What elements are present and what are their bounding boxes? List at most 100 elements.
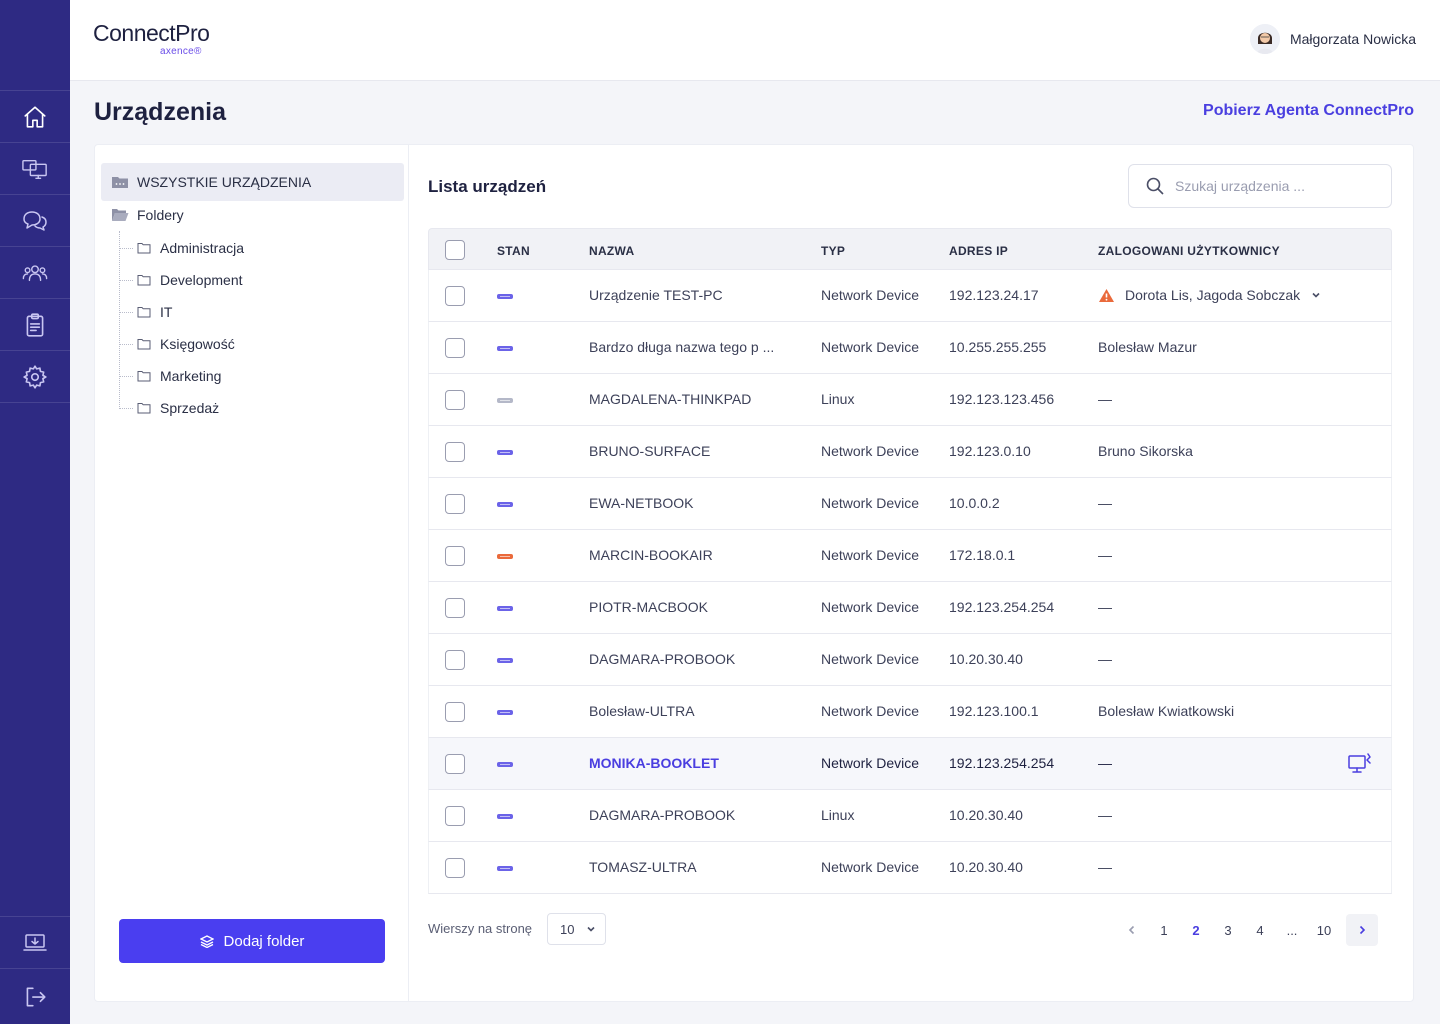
table-row[interactable]: MONIKA-BOOKLET Network Device 192.123.254.… xyxy=(428,738,1392,790)
rows-per-page-select[interactable]: 10 xyxy=(547,913,606,945)
nav-logout[interactable] xyxy=(0,971,70,1023)
device-name[interactable]: Bolesław-ULTRA xyxy=(589,703,695,719)
device-name[interactable]: MONIKA-BOOKLET xyxy=(589,755,719,771)
table-row[interactable]: Bolesław-ULTRA Network Device 192.123.100.… xyxy=(428,686,1392,738)
device-name[interactable]: MAGDALENA-THINKPAD xyxy=(589,391,752,407)
row-checkbox[interactable] xyxy=(445,286,465,306)
nav-download[interactable] xyxy=(0,917,70,969)
device-name[interactable]: MARCIN-BOOKAIR xyxy=(589,547,713,563)
nav-users[interactable] xyxy=(0,247,70,299)
page-ellipsis: ... xyxy=(1286,922,1298,938)
table-row[interactable]: MARCIN-BOOKAIR Network Device 172.18.0.1 — xyxy=(428,530,1392,582)
device-name[interactable]: EWA-NETBOOK xyxy=(589,495,694,511)
device-name[interactable]: PIOTR-MACBOOK xyxy=(589,599,709,615)
add-folder-icon xyxy=(199,935,214,948)
users-text: — xyxy=(1098,651,1112,667)
sidebar xyxy=(0,0,70,1024)
folder-root[interactable]: Foldery xyxy=(111,207,184,223)
download-agent-link[interactable]: Pobierz Agenta ConnectPro xyxy=(1203,102,1414,119)
folder-administracja[interactable]: Administracja xyxy=(119,238,244,258)
users-text: — xyxy=(1098,391,1112,407)
remote-connect-icon[interactable] xyxy=(1347,751,1373,777)
prev-page-button[interactable] xyxy=(1116,914,1148,946)
user-name: Małgorzata Nowicka xyxy=(1289,31,1416,47)
folder-sprzedaz[interactable]: Sprzedaż xyxy=(119,398,219,418)
column-users[interactable]: ZALOGOWANI UŻYTKOWNICY xyxy=(1098,244,1280,258)
row-checkbox[interactable] xyxy=(445,546,465,566)
folder-label: IT xyxy=(160,304,173,320)
download-laptop-icon xyxy=(23,933,47,951)
device-type: Network Device xyxy=(821,703,920,719)
table-row[interactable]: BRUNO-SURFACE Network Device 192.123.0.10 B… xyxy=(428,426,1392,478)
row-checkbox[interactable] xyxy=(445,858,465,878)
column-ip[interactable]: ADRES IP xyxy=(949,244,1009,258)
status-indicator xyxy=(497,554,513,559)
column-status[interactable]: STAN xyxy=(497,244,530,258)
column-name[interactable]: NAZWA xyxy=(589,244,635,258)
chat-icon xyxy=(23,210,47,231)
status-indicator xyxy=(497,502,513,507)
table-row[interactable]: PIOTR-MACBOOK Network Device 192.123.254.2… xyxy=(428,582,1392,634)
device-name[interactable]: Bardzo długa nazwa tego p ... xyxy=(589,339,775,355)
folder-all-devices[interactable]: WSZYSTKIE URZĄDZENIA xyxy=(101,163,404,201)
folder-label: Administracja xyxy=(160,240,245,256)
device-users: — xyxy=(1098,859,1112,875)
user-avatar-icon xyxy=(1249,24,1280,54)
home-icon xyxy=(24,105,46,128)
nav-tasks[interactable] xyxy=(0,299,70,351)
add-folder-label: Dodaj folder xyxy=(223,932,305,950)
devices-icon xyxy=(22,159,47,179)
table-row[interactable]: Bardzo długa nazwa tego p ... Network Dev… xyxy=(428,322,1392,374)
table-row[interactable]: DAGMARA-PROBOOK Linux 10.20.30.40 — xyxy=(428,790,1392,842)
device-name[interactable]: DAGMARA-PROBOOK xyxy=(589,651,736,667)
folder-marketing[interactable]: Marketing xyxy=(119,366,221,386)
row-checkbox[interactable] xyxy=(445,702,465,722)
page-number[interactable]: 10 xyxy=(1316,922,1332,938)
users-text: Bruno Sikorska xyxy=(1098,443,1193,459)
row-checkbox[interactable] xyxy=(445,390,465,410)
table-row[interactable]: EWA-NETBOOK Network Device 10.0.0.2 — xyxy=(428,478,1392,530)
column-type[interactable]: TYP xyxy=(821,244,846,258)
device-users[interactable]: Dorota Lis, Jagoda Sobczak xyxy=(1098,287,1322,303)
nav-settings[interactable] xyxy=(0,351,70,403)
table-row[interactable]: Urządzenie TEST-PC Network Device 192.123.… xyxy=(428,270,1392,322)
nav-devices[interactable] xyxy=(0,143,70,195)
app-logo[interactable]: ConnectPro axence® xyxy=(93,20,210,57)
device-name[interactable]: BRUNO-SURFACE xyxy=(589,443,711,459)
device-ip: 192.123.24.17 xyxy=(949,287,1039,303)
next-page-button[interactable] xyxy=(1346,914,1378,946)
add-folder-button[interactable]: Dodaj folder xyxy=(119,919,385,963)
table-row[interactable]: TOMASZ-ULTRA Network Device 10.20.30.40 — xyxy=(428,842,1392,894)
folder-development[interactable]: Development xyxy=(119,270,243,290)
device-name[interactable]: Urządzenie TEST-PC xyxy=(589,287,723,303)
chevron-down-icon[interactable] xyxy=(1310,289,1322,301)
users-text: Bolesław Kwiatkowski xyxy=(1098,703,1235,719)
device-type: Network Device xyxy=(821,651,920,667)
page-number[interactable]: 2 xyxy=(1192,922,1200,938)
page-number[interactable]: 3 xyxy=(1224,922,1232,938)
table-row[interactable]: MAGDALENA-THINKPAD Linux 192.123.123.456 — xyxy=(428,374,1392,426)
pagination: 1 2 3 4... 10 xyxy=(1116,914,1378,946)
nav-home[interactable] xyxy=(0,91,70,143)
row-checkbox[interactable] xyxy=(445,338,465,358)
nav-chat[interactable] xyxy=(0,195,70,247)
device-name[interactable]: TOMASZ-ULTRA xyxy=(589,859,697,875)
user-menu[interactable]: Małgorzata Nowicka xyxy=(1249,24,1416,54)
page-number[interactable]: 4 xyxy=(1256,922,1264,938)
search-input[interactable] xyxy=(1175,178,1375,194)
row-checkbox[interactable] xyxy=(445,754,465,774)
device-name[interactable]: DAGMARA-PROBOOK xyxy=(589,807,736,823)
search-box[interactable] xyxy=(1128,164,1392,208)
row-checkbox[interactable] xyxy=(445,442,465,462)
row-checkbox[interactable] xyxy=(445,598,465,618)
folder-root-label: Foldery xyxy=(137,207,184,223)
folder-it[interactable]: IT xyxy=(119,302,172,322)
select-all-checkbox[interactable] xyxy=(445,240,465,260)
row-checkbox[interactable] xyxy=(445,806,465,826)
row-checkbox[interactable] xyxy=(445,650,465,670)
row-checkbox[interactable] xyxy=(445,494,465,514)
table-row[interactable]: DAGMARA-PROBOOK Network Device 10.20.30.40… xyxy=(428,634,1392,686)
folder-ksiegowosc[interactable]: Księgowość xyxy=(119,334,235,354)
folder-label: Development xyxy=(160,272,243,288)
page-number[interactable]: 1 xyxy=(1160,922,1168,938)
